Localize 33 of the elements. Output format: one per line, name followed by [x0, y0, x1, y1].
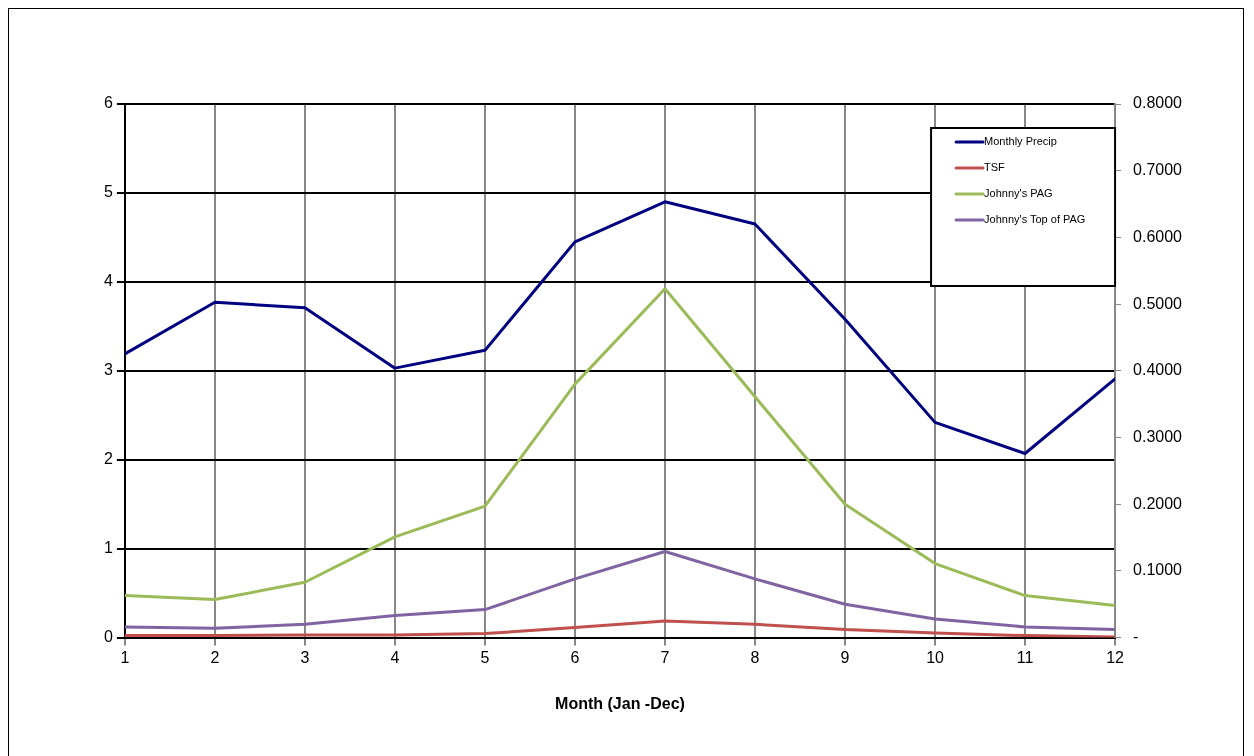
x-tick-label: 4 [390, 648, 400, 666]
legend-label: Johnny's PAG [984, 187, 1053, 200]
x-tick-label: 6 [570, 648, 580, 666]
x-tick-label: 9 [840, 648, 850, 666]
y2-tick-label: - [1133, 628, 1139, 646]
y2-tick-label: 0.5000 [1133, 294, 1183, 312]
y2-tick-label: 0.6000 [1133, 227, 1183, 245]
y2-tick-label: 0.3000 [1133, 427, 1183, 445]
y-tick-label: 6 [103, 94, 113, 112]
y2-tick-label: 0.7000 [1133, 161, 1183, 179]
y-tick-label: 4 [103, 272, 113, 290]
x-tick-label: 5 [480, 648, 490, 666]
y2-tick-label: 0.8000 [1133, 94, 1183, 112]
y-tick-label: 3 [103, 361, 113, 379]
y-tick-label: 5 [103, 183, 113, 201]
x-tick-label: 10 [926, 648, 945, 666]
x-tick-label: 1 [120, 648, 130, 666]
y2-tick-label: 0.2000 [1133, 494, 1183, 512]
legend-label: TSF [984, 161, 1006, 174]
y-tick-label: 0 [103, 628, 113, 646]
y2-tick-label: 0.4000 [1133, 361, 1183, 379]
x-tick-label: 11 [1016, 648, 1034, 666]
legend-label: Johnny's Top of PAG [984, 213, 1086, 226]
x-tick-label: 7 [660, 648, 670, 666]
x-axis-title: Month (Jan -Dec) [555, 694, 685, 712]
x-tick-label: 8 [750, 648, 760, 666]
x-tick-label: 2 [210, 648, 220, 666]
x-tick-label: 3 [300, 648, 310, 666]
y-tick-label: 1 [103, 539, 113, 557]
y-tick-label: 2 [103, 450, 113, 468]
x-tick-label: 12 [1106, 648, 1125, 666]
y2-tick-label: 0.1000 [1133, 561, 1183, 579]
legend-label: Monthly Precip [984, 135, 1057, 148]
